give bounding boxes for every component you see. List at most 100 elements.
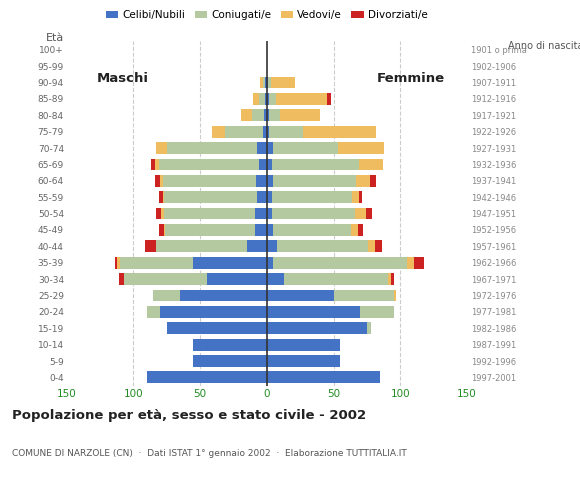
Bar bbox=[255, 208, 267, 219]
Bar bbox=[159, 158, 259, 170]
Bar bbox=[160, 175, 163, 187]
Bar bbox=[388, 273, 391, 285]
Bar bbox=[276, 93, 327, 105]
Bar bbox=[263, 126, 267, 138]
Bar bbox=[115, 257, 117, 269]
Bar bbox=[274, 175, 356, 187]
Bar bbox=[267, 158, 272, 170]
Bar bbox=[367, 323, 371, 334]
Bar bbox=[368, 240, 375, 252]
Bar bbox=[267, 339, 340, 350]
Bar bbox=[153, 289, 180, 301]
Bar bbox=[267, 175, 274, 187]
Bar bbox=[255, 224, 267, 236]
Bar bbox=[272, 208, 355, 219]
Bar bbox=[124, 273, 207, 285]
Bar bbox=[163, 175, 256, 187]
Bar bbox=[334, 289, 393, 301]
Bar bbox=[164, 224, 165, 236]
Bar bbox=[274, 224, 351, 236]
Bar bbox=[338, 142, 384, 154]
Bar bbox=[155, 175, 160, 187]
Bar bbox=[266, 93, 267, 105]
Bar bbox=[267, 372, 380, 384]
Bar bbox=[267, 224, 274, 236]
Bar bbox=[352, 192, 359, 203]
Text: Popolazione per età, sesso e stato civile - 2002: Popolazione per età, sesso e stato civil… bbox=[12, 408, 366, 422]
Bar bbox=[117, 257, 120, 269]
Bar bbox=[258, 192, 267, 203]
Bar bbox=[280, 109, 320, 121]
Bar bbox=[252, 109, 264, 121]
Bar bbox=[270, 126, 303, 138]
Bar bbox=[267, 240, 277, 252]
Bar bbox=[119, 273, 124, 285]
Bar bbox=[267, 323, 367, 334]
Bar bbox=[165, 224, 255, 236]
Bar bbox=[391, 273, 393, 285]
Bar bbox=[247, 240, 267, 252]
Bar bbox=[164, 208, 255, 219]
Bar bbox=[267, 192, 272, 203]
Bar bbox=[167, 323, 267, 334]
Bar bbox=[359, 158, 383, 170]
Bar bbox=[357, 224, 363, 236]
Bar bbox=[267, 289, 334, 301]
Bar bbox=[267, 257, 274, 269]
Bar bbox=[163, 192, 164, 203]
Bar bbox=[393, 289, 396, 301]
Bar bbox=[277, 240, 368, 252]
Bar bbox=[151, 158, 155, 170]
Bar bbox=[365, 208, 372, 219]
Bar bbox=[267, 93, 270, 105]
Bar bbox=[155, 158, 159, 170]
Bar bbox=[259, 158, 267, 170]
Bar bbox=[212, 126, 226, 138]
Bar bbox=[120, 257, 194, 269]
Bar bbox=[180, 289, 267, 301]
Bar bbox=[159, 192, 163, 203]
Bar bbox=[407, 257, 414, 269]
Bar bbox=[359, 192, 361, 203]
Bar bbox=[156, 240, 247, 252]
Legend: Celibi/Nubili, Coniugati/e, Vedovi/e, Divorziati/e: Celibi/Nubili, Coniugati/e, Vedovi/e, Di… bbox=[102, 6, 432, 24]
Bar bbox=[375, 240, 382, 252]
Bar bbox=[303, 126, 376, 138]
Bar bbox=[284, 273, 388, 285]
Bar bbox=[264, 109, 267, 121]
Text: Femmine: Femmine bbox=[377, 72, 445, 84]
Bar bbox=[267, 126, 270, 138]
Bar bbox=[226, 126, 263, 138]
Bar bbox=[268, 77, 271, 88]
Bar bbox=[267, 306, 360, 318]
Bar bbox=[267, 109, 270, 121]
Bar bbox=[260, 77, 263, 88]
Bar bbox=[355, 208, 365, 219]
Bar bbox=[161, 208, 164, 219]
Bar bbox=[369, 175, 376, 187]
Bar bbox=[167, 142, 258, 154]
Bar bbox=[267, 273, 284, 285]
Text: COMUNE DI NARZOLE (CN)  ·  Dati ISTAT 1° gennaio 2002  ·  Elaborazione TUTTITALI: COMUNE DI NARZOLE (CN) · Dati ISTAT 1° g… bbox=[12, 449, 407, 458]
Bar bbox=[272, 158, 359, 170]
Bar bbox=[194, 355, 267, 367]
Bar bbox=[270, 109, 280, 121]
Bar bbox=[274, 142, 338, 154]
Bar bbox=[156, 208, 161, 219]
Bar bbox=[414, 257, 424, 269]
Bar bbox=[259, 93, 266, 105]
Bar bbox=[156, 142, 167, 154]
Bar bbox=[160, 306, 267, 318]
Bar bbox=[207, 273, 267, 285]
Text: Età: Età bbox=[46, 33, 64, 43]
Bar bbox=[270, 93, 276, 105]
Bar bbox=[147, 306, 160, 318]
Text: Anno di nascita: Anno di nascita bbox=[508, 41, 580, 50]
Bar bbox=[267, 142, 274, 154]
Bar bbox=[271, 77, 295, 88]
Bar bbox=[146, 240, 156, 252]
Bar bbox=[194, 339, 267, 350]
Bar bbox=[147, 372, 267, 384]
Bar bbox=[266, 77, 267, 88]
Bar bbox=[164, 192, 258, 203]
